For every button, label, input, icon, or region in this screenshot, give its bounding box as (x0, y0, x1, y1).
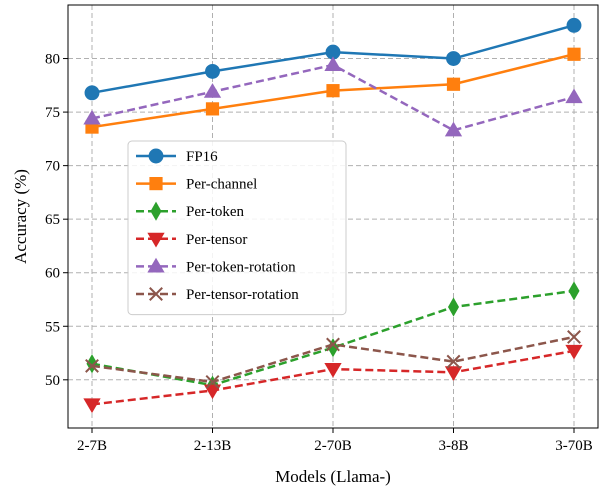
legend-item: Per-channel (136, 177, 257, 193)
legend-marker (147, 232, 165, 248)
y-tick-label: 50 (45, 373, 60, 389)
data-point (444, 121, 463, 137)
x-tick-label: 2-70B (314, 438, 352, 454)
data-point (444, 366, 463, 381)
legend-label: Per-tensor (186, 232, 247, 248)
legend-item: Per-token-rotation (136, 257, 296, 275)
x-axis-ticks: 2-7B 2-13B 2-70B 3-8B 3-70B (77, 428, 593, 454)
data-point (83, 109, 101, 125)
series-1 (85, 47, 581, 134)
legend-item: FP16 (136, 148, 218, 165)
data-point (205, 102, 220, 116)
y-tick-label: 75 (45, 105, 60, 121)
data-point (84, 85, 100, 101)
legend-label: FP16 (186, 149, 218, 165)
data-point (446, 77, 461, 91)
data-point (567, 330, 581, 344)
legend-marker (149, 287, 163, 301)
legend: FP16 Per-channel Per-token Per-tensor Per-to… (127, 140, 347, 316)
legend-marker (147, 257, 165, 273)
data-point (205, 63, 220, 79)
legend-label: Per-token (186, 204, 245, 220)
legend-marker (149, 177, 163, 191)
legend-item: Per-token (136, 201, 245, 221)
data-point (324, 363, 342, 378)
data-point (566, 17, 582, 33)
legend-label: Per-token-rotation (186, 259, 296, 275)
data-point (325, 44, 341, 60)
data-point (85, 358, 99, 373)
data-point (567, 47, 581, 61)
data-point (86, 354, 98, 374)
y-tick-label: 60 (45, 266, 60, 282)
y-tick-label: 70 (45, 159, 60, 175)
x-tick-label: 2-7B (77, 438, 107, 454)
legend-marker (148, 148, 164, 164)
x-tick-label: 3-8B (439, 438, 469, 454)
data-point (327, 338, 339, 358)
series-0 (84, 17, 582, 101)
legend-box (127, 140, 347, 316)
series-4 (83, 56, 583, 137)
series-5 (85, 330, 581, 389)
series-layer (83, 17, 583, 414)
legend-label: Per-channel (186, 177, 257, 193)
y-axis-ticks: 50 55 60 65 70 75 80 (45, 52, 68, 389)
y-tick-label: 55 (45, 319, 60, 335)
data-point (324, 56, 342, 72)
data-point (203, 83, 222, 98)
data-point (326, 84, 340, 98)
legend-item: Per-tensor (136, 232, 247, 248)
y-axis-label: Accuracy (%) (11, 169, 30, 264)
data-point (326, 337, 340, 352)
data-point (205, 375, 220, 389)
y-tick-label: 80 (45, 52, 60, 68)
x-tick-label: 2-13B (194, 438, 232, 454)
legend-marker (150, 201, 162, 221)
data-point (446, 51, 461, 66)
data-point (447, 297, 460, 317)
data-point (203, 384, 222, 400)
legend-item: Per-tensor-rotation (136, 287, 299, 303)
y-tick-label: 65 (45, 212, 60, 228)
legend-label: Per-tensor-rotation (186, 287, 299, 303)
data-point (565, 88, 583, 104)
data-point (565, 344, 583, 360)
series-3 (83, 344, 583, 414)
data-point (446, 354, 461, 369)
x-axis-label: Models (Llama-) (275, 467, 391, 486)
data-point (83, 398, 101, 414)
data-point (568, 281, 580, 301)
x-tick-label: 3-70B (555, 438, 593, 454)
